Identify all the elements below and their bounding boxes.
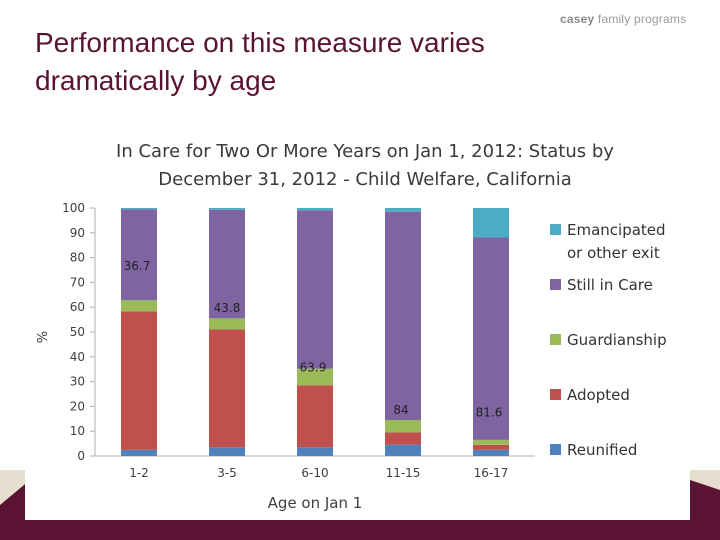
data-label: 81.6 xyxy=(476,405,503,419)
bar-segment xyxy=(297,447,333,456)
bar-segment xyxy=(473,444,509,450)
legend-swatch xyxy=(550,279,561,290)
bar-segment xyxy=(473,439,509,445)
x-tick-label: 6-10 xyxy=(301,466,328,480)
data-label: 43.8 xyxy=(214,301,241,315)
x-tick-label: 1-2 xyxy=(129,466,149,480)
bar-segment xyxy=(385,432,421,445)
chart-panel: In Care for Two Or More Years on Jan 1, … xyxy=(25,128,690,520)
bar-segment xyxy=(385,211,421,421)
legend-label: Reunified xyxy=(567,441,637,459)
legend-label: Emancipated xyxy=(567,221,666,239)
bar-segment xyxy=(121,311,157,450)
x-tick-label: 3-5 xyxy=(217,466,237,480)
bar-segment xyxy=(209,208,245,210)
chart-title-line2: December 31, 2012 - Child Welfare, Calif… xyxy=(158,169,572,190)
bar-segment xyxy=(121,300,157,312)
bar-segment xyxy=(473,237,509,440)
bar-segment xyxy=(121,209,157,301)
bar-segment xyxy=(297,208,333,211)
chart-title-line1: In Care for Two Or More Years on Jan 1, … xyxy=(116,141,614,162)
legend-swatch xyxy=(550,224,561,235)
y-tick-label: 80 xyxy=(70,251,85,265)
decorative-bottom-band xyxy=(0,470,720,540)
bar-segment xyxy=(209,329,245,448)
y-tick-label: 40 xyxy=(70,350,85,364)
data-label: 36.7 xyxy=(124,259,151,273)
legend-label: Adopted xyxy=(567,386,630,404)
bar-segment xyxy=(209,318,245,330)
y-tick-label: 60 xyxy=(70,300,85,314)
data-label: 63.9 xyxy=(300,361,327,375)
x-tick-label: 16-17 xyxy=(474,466,509,480)
legend-label: Guardianship xyxy=(567,331,667,349)
legend-swatch xyxy=(550,444,561,455)
bar-segment xyxy=(209,209,245,319)
bar-segment xyxy=(473,208,509,238)
legend-swatch xyxy=(550,389,561,400)
bar-segment xyxy=(473,449,509,456)
x-axis-label: Age on Jan 1 xyxy=(268,494,363,512)
band-dark-shape xyxy=(0,480,720,540)
bar-segment xyxy=(297,385,333,448)
y-axis-label: % xyxy=(36,331,51,343)
y-tick-label: 70 xyxy=(70,275,85,289)
y-tick-label: 0 xyxy=(77,449,85,463)
logo-brand: casey xyxy=(560,12,595,26)
legend-label-line2: or other exit xyxy=(567,244,660,262)
bar-segment xyxy=(385,208,421,212)
y-tick-label: 30 xyxy=(70,375,85,389)
legend-label: Still in Care xyxy=(567,276,653,294)
x-tick-label: 11-15 xyxy=(386,466,421,480)
stacked-bar-chart: 0 10 20 30 40 50 60 70 80 90 100% 1-2 3-5 6-10 11-15 16… xyxy=(36,201,667,512)
y-tick-label: 90 xyxy=(70,226,85,240)
legend-swatch xyxy=(550,334,561,345)
y-tick-label: 50 xyxy=(70,325,85,339)
bar-segment xyxy=(297,210,333,369)
bar-segment xyxy=(297,368,333,386)
slide-title: Performance on this measure varies drama… xyxy=(35,27,485,96)
chart-title: In Care for Two Or More Years on Jan 1, … xyxy=(105,138,625,194)
casey-logo: casey family programs xyxy=(560,12,686,26)
y-tick-label: 20 xyxy=(70,399,85,413)
data-label: 84 xyxy=(393,403,408,417)
bar-segment xyxy=(209,447,245,456)
y-tick-label: 10 xyxy=(70,424,85,438)
bar-segment xyxy=(121,208,157,210)
bar-segment xyxy=(121,449,157,456)
bar-segment xyxy=(385,420,421,433)
bar-segment xyxy=(385,444,421,456)
logo-rest: family programs xyxy=(597,12,687,26)
y-tick-label: 100 xyxy=(62,201,85,215)
